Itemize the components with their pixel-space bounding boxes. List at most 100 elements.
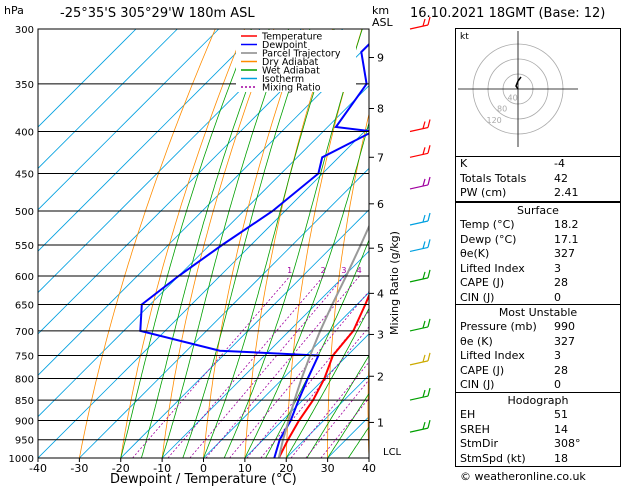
mixing-ratio-label: 3 xyxy=(341,266,346,275)
hodo-eh: EH 51 xyxy=(460,408,568,421)
pressure-tick-label: 700 xyxy=(15,327,34,338)
pressure-tick-label: 1000 xyxy=(9,454,34,465)
mixing-ratio-label: 16 xyxy=(437,266,447,275)
index-totals: Totals Totals 42 xyxy=(460,171,568,185)
legend-label: Isotherm xyxy=(262,74,304,85)
pressure-tick-label: 800 xyxy=(15,374,34,385)
hodo-sreh: SREH 14 xyxy=(460,422,568,436)
x-tick-label: 30 xyxy=(321,462,335,475)
most-unstable-title: Most Unstable xyxy=(498,306,578,319)
isotherm-line xyxy=(120,209,369,458)
datetime-header: 16.10.2021 18GMT (Base: 12) xyxy=(410,6,606,21)
km-tick-label: 7 xyxy=(377,151,384,164)
mu-thetae: θe (K) 327 xyxy=(460,334,575,348)
hodograph-ring-label: 120 xyxy=(487,116,502,125)
legend-label: Wet Adiabat xyxy=(262,66,320,77)
isotherm-line xyxy=(161,250,369,458)
asl-label: ASL xyxy=(372,16,394,29)
mu-cape: CAPE (J) 28 xyxy=(460,363,568,377)
isotherm-line xyxy=(79,167,369,458)
x-tick-label: 10 xyxy=(238,462,252,475)
surface-dewp: Dewp (°C) 17.1 xyxy=(460,232,579,246)
isotherm-line xyxy=(38,29,178,169)
km-tick-label: 8 xyxy=(377,103,384,116)
x-tick-label: 20 xyxy=(279,462,293,475)
pressure-tick-label: 550 xyxy=(15,241,34,252)
indices-box: K -4 Totals Totals 42 PW (cm) 2.41 xyxy=(455,156,621,202)
km-tick-label: 2 xyxy=(377,370,384,383)
wet-adiabat xyxy=(285,307,369,458)
dry-adiabat xyxy=(79,29,216,458)
surface-thetae: θe(K) 327 xyxy=(460,247,575,260)
km-label: km xyxy=(372,4,389,17)
x-tick-label: 0 xyxy=(200,462,207,475)
index-k: K -4 xyxy=(460,157,565,170)
pressure-tick-label: 850 xyxy=(15,396,34,407)
x-tick-label: -40 xyxy=(29,462,47,475)
km-tick-label: 5 xyxy=(377,242,384,255)
legend-label: Dewpoint xyxy=(262,40,307,51)
isotherm-line xyxy=(38,29,220,211)
wind-barb xyxy=(409,176,431,190)
pressure-tick-label: 450 xyxy=(15,169,34,180)
wind-barb xyxy=(409,352,431,366)
isotherm-line xyxy=(203,291,369,458)
pressure-tick-label: 950 xyxy=(15,436,34,447)
wind-barb xyxy=(409,387,431,401)
legend-label: Parcel Trajectory xyxy=(262,49,341,60)
pressure-tick-label: 750 xyxy=(15,351,34,362)
isotherm-line xyxy=(244,333,369,458)
dry-adiabat xyxy=(161,29,275,458)
mixing-ratio-line xyxy=(246,310,369,458)
mixing-ratio-line xyxy=(132,275,291,458)
wind-barb xyxy=(409,212,431,226)
x-tick-label: -20 xyxy=(112,462,130,475)
legend-label: Temperature xyxy=(261,32,322,43)
surface-box: Surface Temp (°C) 18.2 Dewp (°C) 17.1 θe(K… xyxy=(455,202,621,306)
mixing-ratio-label: 10 xyxy=(408,266,418,275)
mixing-ratio-label: 6 xyxy=(379,266,384,275)
x-axis-label: Dewpoint / Temperature (°C) xyxy=(110,472,297,486)
mu-li: Lifted Index 3 xyxy=(460,349,561,362)
dry-adiabat xyxy=(367,350,369,458)
mixing-ratio-line xyxy=(189,275,345,458)
mu-pressure: Pressure (mb) 990 xyxy=(460,320,575,333)
hodograph-table-box: Hodograph EH 51 SREH 14 StmDir 308° StmSpd … xyxy=(455,392,621,467)
hodo-stmspd: StmSpd (kt) 18 xyxy=(460,451,568,465)
mu-cin: CIN (J) 0 xyxy=(460,378,561,391)
wind-barb xyxy=(409,119,431,133)
wind-barb xyxy=(409,419,431,433)
pressure-tick-label: 600 xyxy=(15,272,34,283)
mixing-ratio-axis-label: Mixing Ratio (g/kg) xyxy=(388,231,401,335)
surface-cin: CIN (J) 0 xyxy=(460,290,561,304)
wet-adiabat xyxy=(306,354,369,458)
hodograph-kt-label: kt xyxy=(460,32,469,42)
mixing-ratio-line xyxy=(167,275,324,458)
wind-barb xyxy=(409,318,431,332)
wet-adiabat xyxy=(120,29,252,458)
lcl-label: LCL xyxy=(383,447,402,458)
isotherm-line xyxy=(38,29,261,252)
hodograph-box: kt 40 80 120 xyxy=(455,28,621,158)
station-header: -25°35'S 305°29'W 180m ASL xyxy=(60,6,255,21)
km-tick-label: 6 xyxy=(377,198,384,211)
isotherm-line xyxy=(38,29,302,294)
pressure-tick-label: 300 xyxy=(15,25,34,36)
surface-temp: Temp (°C) 18.2 xyxy=(460,218,579,231)
hodograph-ring-label: 80 xyxy=(497,105,507,114)
hodograph-ring-label: 40 xyxy=(508,93,518,102)
isotherm-line xyxy=(38,126,369,458)
wind-barb xyxy=(409,269,431,283)
mixing-ratio-label: 2 xyxy=(321,266,326,275)
pressure-tick-label: 650 xyxy=(15,301,34,312)
isotherm-line xyxy=(285,374,369,458)
surface-li: Lifted Index 3 xyxy=(460,261,561,275)
x-tick-label: -30 xyxy=(70,462,88,475)
isotherm-line xyxy=(38,29,344,335)
surface-title: Surface xyxy=(517,204,559,217)
hodograph-table-title: Hodograph xyxy=(507,394,569,407)
pressure-tick-label: 400 xyxy=(15,128,34,139)
